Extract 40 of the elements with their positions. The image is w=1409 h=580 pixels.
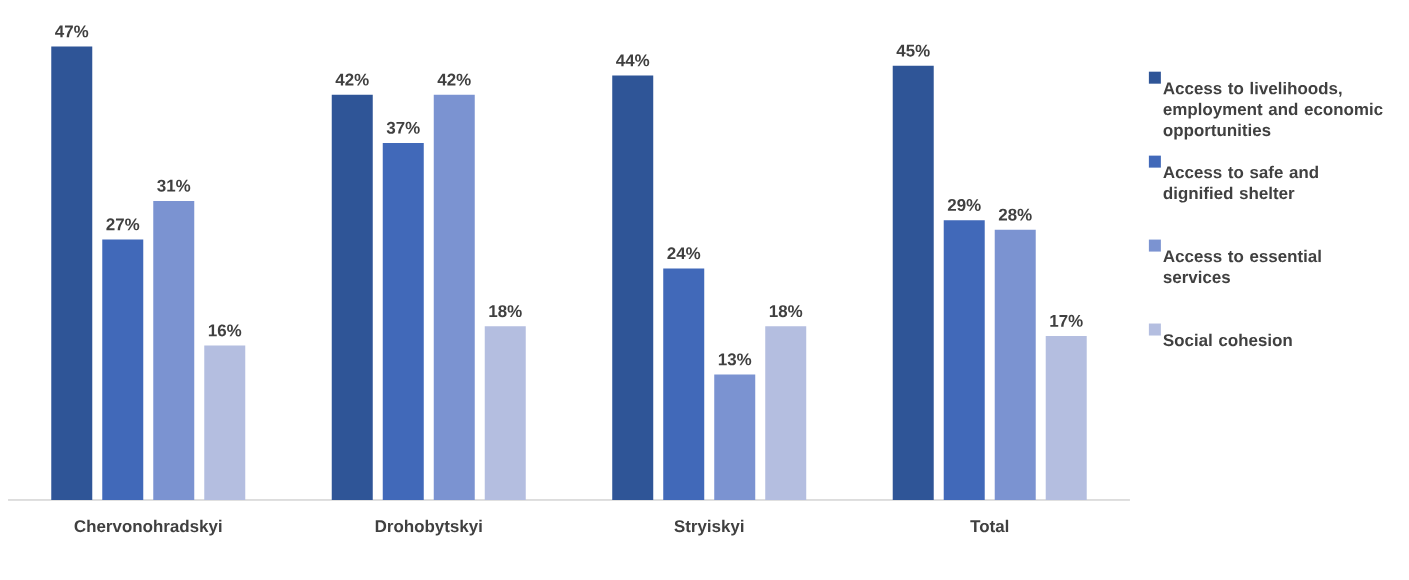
data-label: 31%	[157, 179, 191, 192]
x-tick-label: Total	[970, 519, 1009, 533]
bar	[204, 345, 246, 500]
bar	[943, 220, 985, 500]
bar	[153, 200, 195, 500]
data-label: 28%	[998, 208, 1032, 221]
bar	[102, 239, 144, 500]
bar	[663, 268, 705, 500]
x-tick-label: Stryiskyi	[674, 519, 744, 536]
bar	[51, 46, 93, 500]
bar	[892, 65, 934, 500]
bar	[1045, 335, 1087, 500]
bar	[484, 326, 526, 500]
data-label: 42%	[335, 73, 369, 86]
legend-label: Access to livelihoods, employment and economic opportunities	[1163, 81, 1383, 140]
bar	[331, 94, 373, 500]
legend-label: Access to safe and dignified shelter	[1163, 165, 1318, 203]
data-label: 16%	[208, 324, 242, 337]
bar	[433, 94, 475, 500]
data-label: 47%	[55, 25, 89, 38]
data-label: 29%	[947, 199, 981, 211]
bar	[994, 229, 1036, 500]
bar	[714, 374, 756, 500]
data-label: 45%	[896, 44, 930, 57]
data-label: 42%	[437, 73, 471, 86]
bar	[382, 143, 424, 500]
bar	[612, 75, 654, 500]
data-label: 44%	[616, 54, 650, 67]
bar	[765, 326, 807, 500]
data-label: 13%	[718, 353, 752, 366]
data-label: 18%	[489, 305, 522, 318]
data-label: 27%	[106, 218, 140, 231]
data-label: 17%	[1050, 314, 1083, 327]
x-tick-label: Chervonohradskyi	[74, 519, 222, 536]
legend-label: Social cohesion	[1163, 333, 1292, 347]
data-label: 37%	[386, 121, 420, 134]
data-label: 18%	[769, 305, 803, 318]
legend-label: Access to essential services	[1163, 249, 1321, 284]
data-label: 24%	[667, 247, 701, 260]
x-tick-label: Drohobytskyi	[375, 519, 482, 536]
